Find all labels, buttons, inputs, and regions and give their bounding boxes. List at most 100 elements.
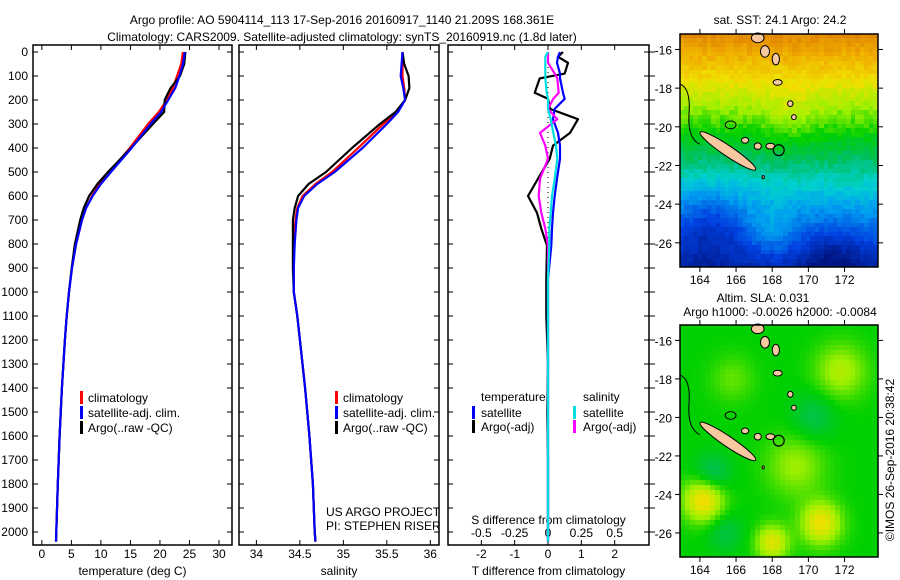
island [740, 427, 750, 435]
legend-label: satellite-adj. clim. [88, 406, 180, 420]
island [761, 175, 765, 180]
float-position-marker [772, 144, 785, 157]
title-line-2: Climatology: CARS2009. Satellite-adjuste… [107, 30, 577, 44]
depth-tick-label: 2000 [1, 525, 28, 539]
island [771, 343, 780, 357]
depth-tick-label: 500 [8, 165, 28, 179]
lon-tick-label: 172 [835, 273, 855, 287]
lon-tick-label: 164 [690, 273, 710, 287]
lat-tick-label: -22 [655, 450, 673, 464]
lat-tick-label: -24 [655, 488, 673, 502]
imos-timestamp: ©IMOS 26-Sep-2016 20:38:42 [883, 379, 897, 542]
depth-tick-label: 1900 [1, 501, 28, 515]
x-tick-label: -2 [476, 547, 487, 561]
sla-map-title: Altim. SLA: 0.031 [717, 291, 810, 305]
legend-swatch [472, 420, 475, 433]
lon-tick-label: 172 [835, 563, 855, 577]
x-tick-label: 34.5 [288, 547, 312, 561]
sst-map-frame [679, 33, 879, 268]
sla-map-frame [679, 324, 879, 558]
x-tick-label: 35 [337, 547, 351, 561]
s-diff-tick-label: 0.25 [570, 526, 594, 540]
x-tick-label: 34 [250, 547, 264, 561]
island [761, 465, 765, 470]
legend-swatch [573, 420, 576, 433]
lon-tick-label: 168 [762, 273, 782, 287]
legend-header-salinity: salinity [583, 390, 620, 404]
float-position-marker [772, 434, 785, 447]
depth-tick-label: 200 [8, 93, 28, 107]
x-tick-label: 0 [545, 547, 552, 561]
lat-tick-label: -18 [655, 373, 673, 387]
lat-tick-label: -16 [655, 334, 673, 348]
lat-tick-label: -26 [655, 237, 673, 251]
reef-outline [724, 120, 737, 130]
x-tick-label: 25 [183, 547, 197, 561]
legend-header-temperature: temperature [481, 390, 546, 404]
legend-swatch [573, 406, 576, 419]
depth-tick-label: 300 [8, 117, 28, 131]
lon-tick-label: 166 [726, 273, 746, 287]
x-axis-label: salinity [321, 564, 358, 578]
lon-tick-label: 164 [690, 563, 710, 577]
plot-frame-temperature [32, 44, 233, 546]
island [791, 114, 797, 121]
legend-label: satellite [481, 406, 522, 420]
x-tick-label: 35.5 [375, 547, 399, 561]
project-credit: US ARGO PROJECT [326, 505, 441, 519]
lat-tick-label: -22 [655, 159, 673, 173]
sst-map-canvas [680, 34, 878, 267]
legend-label: Argo(-adj) [583, 420, 636, 434]
series-line-argo-raw-qc- [54, 51, 187, 542]
legend-swatch [335, 391, 338, 404]
depth-tick-label: 1800 [1, 477, 28, 491]
x-axis-label: temperature (deg C) [78, 564, 186, 578]
island [759, 336, 771, 349]
series-line-satellite-adj-clim- [54, 51, 186, 542]
sla-argo-heights: Argo h1000: -0.0026 h2000: -0.0084 [683, 305, 877, 319]
reef-outline [679, 374, 701, 436]
legend-swatch [80, 406, 83, 419]
title-line-1: Argo profile: AO 5904114_113 17-Sep-2016… [130, 13, 554, 27]
depth-tick-label: 1700 [1, 453, 28, 467]
island [759, 45, 771, 58]
lon-tick-label: 166 [726, 563, 746, 577]
island [791, 404, 797, 411]
depth-tick-label: 800 [8, 237, 28, 251]
legend-label: satellite-adj. clim. [343, 406, 435, 420]
series-line-climatology [292, 52, 407, 542]
s-diff-tick-label: -0.25 [501, 526, 529, 540]
reef-outline [679, 83, 701, 145]
x-tick-label: 20 [153, 547, 167, 561]
s-diff-tick-label: 0.5 [606, 526, 623, 540]
lat-tick-label: -20 [655, 121, 673, 135]
lon-tick-label: 170 [798, 273, 818, 287]
legend-swatch [472, 406, 475, 419]
depth-tick-label: 1400 [1, 381, 28, 395]
series-line-climatology [54, 51, 185, 542]
x-tick-label: 36 [424, 547, 438, 561]
series-line-satellite-adj-clim- [292, 51, 407, 542]
x-tick-label: 5 [68, 547, 75, 561]
island [753, 142, 762, 150]
legend-label: Argo(-adj) [481, 420, 534, 434]
sla-map-canvas [680, 325, 878, 557]
legend-label: satellite [583, 406, 624, 420]
island [771, 52, 780, 66]
series-line-argo-raw-qc- [291, 51, 411, 542]
lon-tick-label: 168 [762, 563, 782, 577]
x-tick-label: 15 [124, 547, 138, 561]
sst-map-title: sat. SST: 24.1 Argo: 24.2 [714, 13, 847, 27]
island [772, 369, 783, 377]
legend-label: climatology [88, 391, 148, 405]
legend-swatch [335, 421, 338, 434]
lat-tick-label: -18 [655, 82, 673, 96]
depth-tick-label: 1000 [1, 285, 28, 299]
x-tick-label: 30 [212, 547, 226, 561]
lat-tick-label: -20 [655, 411, 673, 425]
island [750, 32, 765, 44]
depth-tick-label: 600 [8, 189, 28, 203]
depth-tick-label: 900 [8, 261, 28, 275]
